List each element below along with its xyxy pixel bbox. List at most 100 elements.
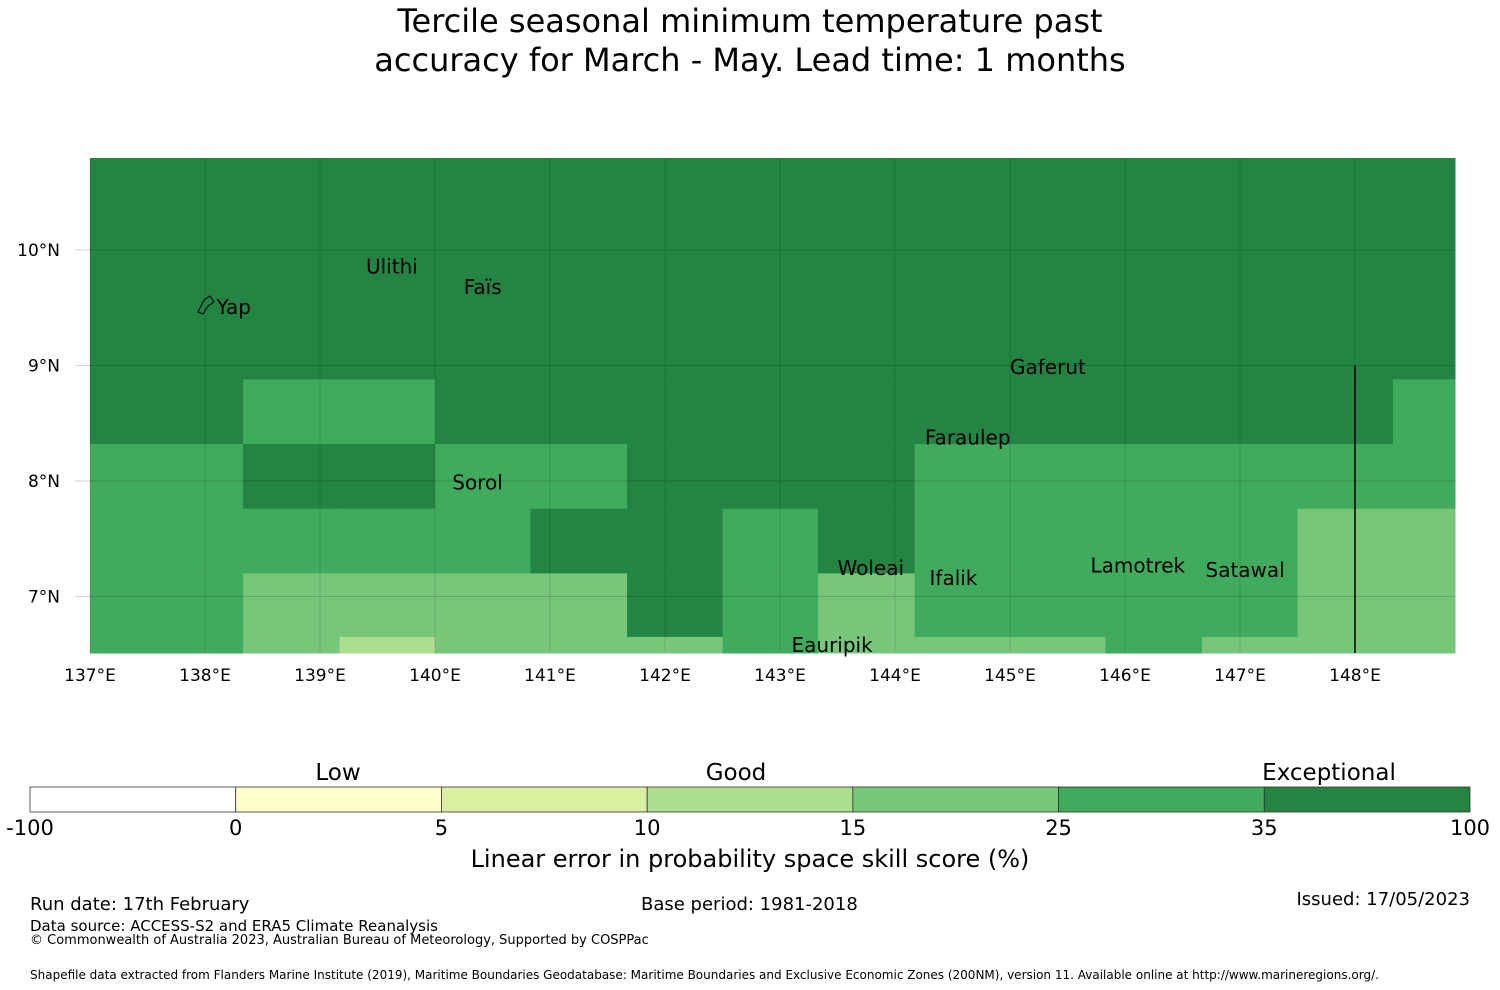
skill-cell (530, 636, 628, 654)
map-title: Tercile seasonal minimum temperature pas… (0, 2, 1500, 80)
skill-cell (1105, 636, 1203, 654)
skill-cell (90, 573, 244, 638)
skill-cell (1105, 573, 1203, 638)
skill-cell (1010, 573, 1106, 638)
colorbar-segment (235, 786, 442, 813)
run-date: Run date: 17th February (30, 894, 250, 915)
lon-tick-label: 146°E (1099, 666, 1151, 686)
skill-cell (435, 379, 531, 445)
colorbar-tick-label: 5 (434, 816, 449, 840)
skill-cell (1297, 508, 1394, 574)
skill-cell (1297, 573, 1394, 638)
lat-tick-label: 8°N (28, 472, 60, 492)
skill-cell (90, 508, 244, 574)
skill-cell (627, 636, 723, 654)
skill-cell (817, 573, 916, 638)
skill-cell (1202, 379, 1298, 445)
data-source: Data source: ACCESS-S2 and ERA5 Climate … (30, 917, 438, 935)
place-label-satawal: Satawal (1206, 558, 1285, 582)
skill-cell (914, 158, 1011, 380)
lat-tick-label: 10°N (17, 241, 60, 261)
place-label-faïs: Faïs (464, 275, 502, 299)
colorbar-category-exceptional: Exceptional (1262, 760, 1396, 786)
place-label-woleai: Woleai (838, 556, 905, 580)
skill-cell (722, 379, 819, 445)
yap-island-outline (197, 295, 215, 315)
skill-cell (530, 444, 628, 510)
skill-cell (817, 636, 916, 654)
colorbar-tick-label: 15 (839, 816, 867, 840)
place-label-faraulep: Faraulep (925, 425, 1011, 449)
shapefile-credit: Shapefile data extracted from Flanders M… (30, 968, 1379, 982)
skill-cell (1105, 508, 1203, 574)
lon-tick-label: 144°E (869, 666, 921, 686)
skill-cell (1105, 379, 1203, 445)
lon-tick-label: 137°E (64, 666, 116, 686)
place-label-ulithi: Ulithi (366, 254, 418, 278)
skill-cell (530, 508, 628, 574)
skill-cell (339, 573, 436, 638)
skill-cell (914, 636, 1011, 654)
skill-cell (817, 508, 916, 574)
place-label-ifalik: Ifalik (930, 566, 978, 590)
skill-cell (627, 379, 723, 445)
skill-cell (1202, 573, 1298, 638)
skill-cell (435, 636, 531, 654)
colorbar-segment (646, 786, 854, 813)
colorbar-segment (852, 786, 1059, 813)
skill-cell (1202, 158, 1298, 380)
place-label-yap: Yap (216, 295, 251, 319)
colorbar-category-good: Good (705, 760, 767, 786)
skill-cell (435, 573, 531, 638)
lon-tick-label: 139°E (294, 666, 346, 686)
skill-cell (90, 158, 244, 380)
skill-cell (1010, 158, 1106, 380)
colorbar-segment (1058, 786, 1265, 813)
lon-tick-label: 145°E (984, 666, 1036, 686)
skill-cell (339, 379, 436, 445)
skill-cell (339, 158, 436, 380)
lon-tick-label: 148°E (1329, 666, 1381, 686)
colorbar (29, 786, 1471, 813)
skill-cell (914, 444, 1011, 510)
skill-cell (435, 158, 531, 380)
skill-cell (435, 444, 531, 510)
skill-cell (627, 573, 723, 638)
lon-tick-label: 142°E (639, 666, 691, 686)
colorbar-label: Linear error in probability space skill … (470, 845, 1030, 873)
map-title-line2: accuracy for March - May. Lead time: 1 m… (374, 41, 1126, 79)
skill-cell (914, 379, 1011, 445)
skill-cell (722, 444, 819, 510)
place-label-sorol: Sorol (452, 470, 503, 494)
skill-grid (90, 158, 1456, 654)
skill-cell (722, 508, 819, 574)
skill-cell (90, 379, 244, 445)
skill-cell (627, 444, 723, 510)
lon-tick-label: 143°E (754, 666, 806, 686)
skill-cell (1392, 508, 1456, 574)
colorbar-tick-label: -100 (6, 816, 54, 840)
skill-cell (722, 573, 819, 638)
skill-cell (1297, 636, 1394, 654)
skill-cell (1202, 444, 1298, 510)
skill-cell (1202, 508, 1298, 574)
skill-cell (90, 636, 244, 654)
skill-cell (1392, 636, 1456, 654)
colorbar-tick-label: 35 (1250, 816, 1278, 840)
skill-cell (339, 444, 436, 510)
colorbar-tick-label: 0 (229, 816, 243, 840)
colorbar-tick-label: 10 (633, 816, 661, 840)
skill-cell (339, 636, 436, 654)
skill-cell (817, 158, 916, 380)
skill-cell (242, 444, 341, 510)
lat-tick-label: 9°N (28, 357, 60, 377)
skill-cell (817, 379, 916, 445)
colorbar-tick-label: 100 (1449, 816, 1491, 840)
skill-cell (530, 158, 628, 380)
skill-cell (242, 158, 341, 380)
skill-cell (914, 573, 1011, 638)
lat-tick-label: 7°N (28, 588, 60, 608)
issued-date: Issued: 17/05/2023 (1296, 889, 1470, 910)
skill-cell (1297, 444, 1394, 510)
